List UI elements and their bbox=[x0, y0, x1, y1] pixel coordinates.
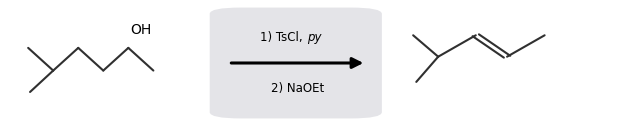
Text: py: py bbox=[307, 31, 321, 44]
FancyBboxPatch shape bbox=[210, 8, 382, 118]
Text: 1) TsCl,: 1) TsCl, bbox=[260, 31, 307, 44]
Text: OH: OH bbox=[130, 23, 151, 37]
Text: 2) NaOEt: 2) NaOEt bbox=[270, 82, 324, 95]
